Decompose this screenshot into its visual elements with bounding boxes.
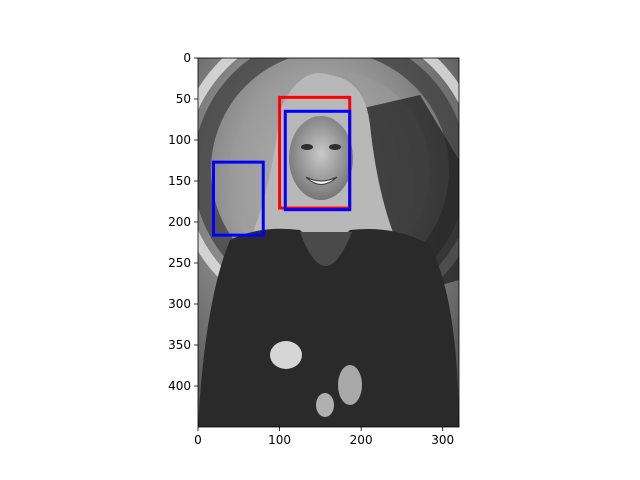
y-tick-label: 350	[168, 338, 191, 352]
y-tick-label: 50	[176, 92, 191, 106]
y-tick-label: 0	[183, 51, 191, 65]
y-tick-label: 200	[168, 215, 191, 229]
y-tick-label: 100	[168, 133, 191, 147]
photo	[198, 58, 459, 427]
detection-boxes	[211, 95, 352, 237]
axis-ticks: 0 100 200 300 0 50 100 150 200 250 300 350 400	[168, 51, 454, 447]
x-tick-label: 200	[350, 433, 373, 447]
y-tick-label: 150	[168, 174, 191, 188]
detection-box-2	[283, 109, 352, 212]
x-tick-label: 300	[431, 433, 454, 447]
x-tick-label: 0	[194, 433, 202, 447]
y-tick-label: 300	[168, 297, 191, 311]
y-tick-label: 400	[168, 379, 191, 393]
axes-frame	[197, 57, 460, 428]
detection-box-3	[211, 160, 265, 237]
x-tick-label: 100	[268, 433, 291, 447]
y-tick-label: 250	[168, 256, 191, 270]
